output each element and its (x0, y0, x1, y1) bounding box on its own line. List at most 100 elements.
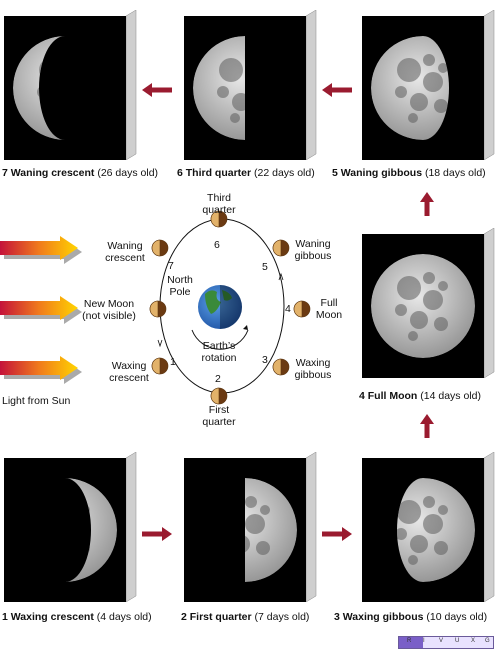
orbit-number-6: 6 (214, 239, 220, 251)
label-line: crescent (105, 252, 145, 264)
moon-photo-first-quarter (184, 452, 317, 602)
moon-photo-waning-gibbous (362, 10, 495, 160)
label-line: crescent (109, 372, 149, 384)
arrow-1-to-2 (142, 527, 172, 541)
label-line: rotation (201, 352, 237, 364)
orbit-moon-2 (210, 387, 228, 405)
caption-waning-crescent: 7 Waning crescent (26 days old) (2, 167, 158, 179)
caption-name: First quarter (189, 611, 252, 623)
orbit-direction-arrow (157, 339, 163, 348)
caption-number: 1 (2, 611, 8, 623)
label-waxing-crescent: Waxing crescent (104, 360, 154, 384)
moon-photo-waning-crescent (4, 10, 137, 160)
caption-third-quarter: 6 Third quarter (22 days old) (177, 167, 315, 179)
caption-age: (7 days old) (254, 611, 310, 623)
caption-age: (14 days old) (420, 390, 481, 402)
spectrum-letter: R (407, 638, 412, 644)
caption-name: Waning crescent (10, 167, 95, 179)
label-line: quarter (202, 416, 236, 428)
earth-rotation-label: Earth’s rotation (196, 340, 242, 364)
caption-number: 5 (332, 167, 338, 179)
arrow-4-to-5 (420, 192, 434, 216)
arrow-5-to-6 (322, 83, 352, 97)
label-line: Waning (107, 240, 143, 252)
orbit-number-1: 1 (170, 356, 176, 368)
orbit-moon-8 (149, 300, 167, 318)
caption-name: Waxing crescent (10, 611, 94, 623)
caption-first-quarter: 2 First quarter (7 days old) (181, 611, 309, 623)
spectrum-band-icon: R I V U X G (398, 636, 494, 649)
caption-number: 6 (177, 167, 183, 179)
sunlight-arrow (0, 356, 82, 384)
label-full-moon: Full Moon (312, 297, 346, 321)
spectrum-letter: X (471, 638, 476, 644)
moon-photo-full-moon (362, 228, 495, 378)
orbit-moons (149, 210, 311, 405)
caption-number: 2 (181, 611, 187, 623)
caption-name: Waxing gibbous (342, 611, 424, 623)
north-pole-label: North Pole (160, 274, 200, 298)
spectrum-letter: G (485, 638, 490, 644)
label-line: Pole (169, 286, 191, 298)
rotation-arrow (191, 329, 249, 350)
label-line: gibbous (294, 369, 332, 381)
caption-number: 3 (334, 611, 340, 623)
label-line: New Moon (83, 298, 135, 310)
orbit-moon-5 (272, 239, 290, 257)
label-line: Earth’s (202, 340, 236, 352)
arrow-3-to-4 (420, 414, 434, 438)
orbit-number-2: 2 (215, 373, 221, 385)
sunlight-arrow (0, 236, 82, 264)
orbit-moon-7 (151, 239, 169, 257)
caption-name: Waning gibbous (340, 167, 423, 179)
label-new-moon: New Moon (not visible) (74, 298, 144, 322)
arrow-2-to-3 (322, 527, 352, 541)
caption-age: (22 days old) (254, 167, 315, 179)
moon-photo-waxing-crescent (4, 452, 137, 602)
earth (198, 285, 242, 329)
moon-photo-waxing-gibbous (362, 452, 495, 602)
caption-age: (10 days old) (426, 611, 488, 623)
label-waning-crescent: Waning crescent (100, 240, 150, 264)
label-first-quarter: First quarter (196, 404, 242, 428)
spectrum-letter: V (439, 638, 444, 644)
label-third-quarter: Third quarter (196, 192, 242, 216)
orbit-moon-3 (272, 358, 290, 376)
orbit-number-4: 4 (285, 303, 291, 315)
arrow-6-to-7 (142, 83, 172, 97)
orbit-moon-1 (151, 357, 169, 375)
label-line: North (167, 274, 193, 286)
orbit-number-5: 5 (262, 261, 268, 273)
sunlight-arrow (0, 296, 82, 324)
label-line: quarter (202, 204, 236, 216)
caption-number: 7 (2, 167, 8, 179)
orbit-number-3: 3 (262, 354, 268, 366)
caption-waxing-gibbous: 3 Waxing gibbous (10 days old) (334, 611, 487, 623)
label-line: Full (320, 297, 338, 309)
label-line: Waning (295, 238, 331, 250)
orbit-direction-arrow (278, 272, 284, 281)
caption-full-moon: 4 Full Moon (14 days old) (359, 390, 481, 402)
caption-age: (18 days old) (424, 167, 486, 179)
caption-age: (26 days old) (97, 167, 159, 179)
sunlight-arrows (0, 236, 82, 384)
orbit-moon-6 (210, 210, 228, 228)
label-waxing-gibbous: Waxing gibbous (288, 357, 338, 381)
label-line: Third (207, 192, 231, 204)
label-line: gibbous (294, 250, 332, 262)
caption-name: Full Moon (367, 390, 418, 402)
label-line: (not visible) (82, 310, 136, 322)
label-line: First (208, 404, 230, 416)
label-line: Waxing (111, 360, 147, 372)
moon-photo-third-quarter (184, 10, 317, 160)
rotation-arrowhead (243, 325, 248, 330)
spectrum-letter: I (423, 638, 425, 644)
spectrum-letter: U (455, 638, 460, 644)
label-line: Moon (315, 309, 343, 321)
caption-waning-gibbous: 5 Waning gibbous (18 days old) (332, 167, 486, 179)
caption-name: Third quarter (185, 167, 252, 179)
caption-waxing-crescent: 1 Waxing crescent (4 days old) (2, 611, 152, 623)
orbit-diagram (0, 210, 311, 405)
caption-age: (4 days old) (96, 611, 152, 623)
light-from-sun-label: Light from Sun (2, 395, 71, 407)
